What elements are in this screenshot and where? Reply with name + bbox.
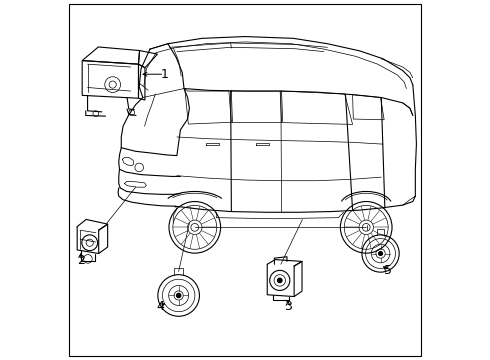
Text: 3: 3	[284, 300, 292, 313]
Text: 1: 1	[160, 68, 168, 81]
Circle shape	[176, 293, 181, 298]
Text: 5: 5	[385, 264, 392, 277]
Text: 2: 2	[77, 254, 85, 267]
Circle shape	[278, 278, 282, 283]
Circle shape	[379, 252, 382, 255]
Text: 4: 4	[156, 300, 164, 313]
